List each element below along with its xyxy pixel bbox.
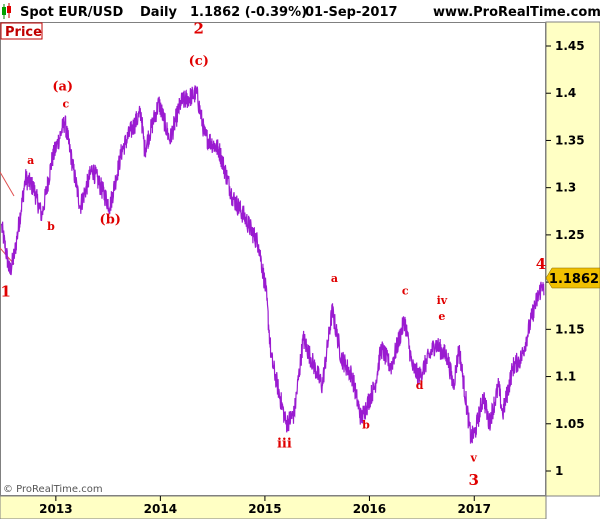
wave-label: 2 [194, 20, 204, 38]
copyright-note: © ProRealTime.com [3, 484, 103, 495]
wave-label: b [362, 419, 370, 432]
wave-label: iv [437, 294, 448, 307]
price-tick-label: 1 [555, 464, 563, 478]
time-tick-label: 2017 [458, 502, 491, 516]
price-tick-label: 1.35 [555, 133, 585, 147]
time-ticks: 2013 2014 2015 2016 2017 [39, 496, 491, 516]
price-tick-label: 1.3 [555, 181, 576, 195]
price-panel-label: Price [5, 25, 42, 40]
symbol-title: Spot EUR/USD [20, 5, 123, 20]
price-axis[interactable] [545, 21, 600, 497]
price-tick-label: 1.25 [555, 228, 585, 242]
quote-date: 01-Sep-2017 [305, 5, 398, 20]
time-axis[interactable] [0, 495, 547, 519]
elliott-wave-labels: 1 a b (a) c (b) 2 (c) iii a b c d iv e v 3 4 [1, 20, 547, 489]
trendline-upper [0, 171, 15, 197]
wave-label: v [469, 452, 477, 465]
wave-label: e [438, 310, 445, 323]
wave-label: iii [277, 436, 292, 451]
instrument-icon [2, 3, 11, 19]
site-link[interactable]: www.ProRealTime.com [433, 5, 600, 20]
current-price-value: 1.1862 [549, 272, 599, 287]
price-tick-label: 1.45 [555, 39, 585, 53]
time-tick-label: 2014 [144, 502, 177, 516]
wave-label: 3 [468, 471, 478, 489]
price-tick-label: 1.4 [555, 86, 576, 100]
price-tick-label: 1.15 [555, 322, 585, 336]
wave-label: (a) [52, 79, 73, 94]
price-tick-label: 1.1 [555, 370, 576, 384]
last-price-change: 1.1862 (-0.39%) [190, 5, 307, 20]
header-bar [0, 0, 600, 22]
period-label: Daily [140, 5, 177, 20]
price-tick-label: 1.05 [555, 417, 585, 431]
wave-label: a [27, 154, 34, 167]
wave-label: (b) [100, 213, 121, 228]
current-price-tag: 1.1862 [545, 267, 600, 289]
price-line [0, 85, 545, 444]
wave-label: c [402, 284, 409, 297]
wave-label: 4 [536, 255, 546, 273]
time-tick-label: 2015 [248, 502, 281, 516]
wave-label: 1 [1, 282, 11, 300]
plot-area [0, 22, 546, 496]
time-tick-label: 2016 [353, 502, 386, 516]
wave-label: a [331, 272, 338, 285]
time-tick-label: 2013 [39, 502, 72, 516]
wave-label: b [47, 220, 55, 233]
wave-label: (c) [189, 54, 209, 69]
wave-label: d [416, 379, 424, 392]
wave-label: c [63, 97, 70, 110]
price-panel-tag [0, 22, 43, 40]
